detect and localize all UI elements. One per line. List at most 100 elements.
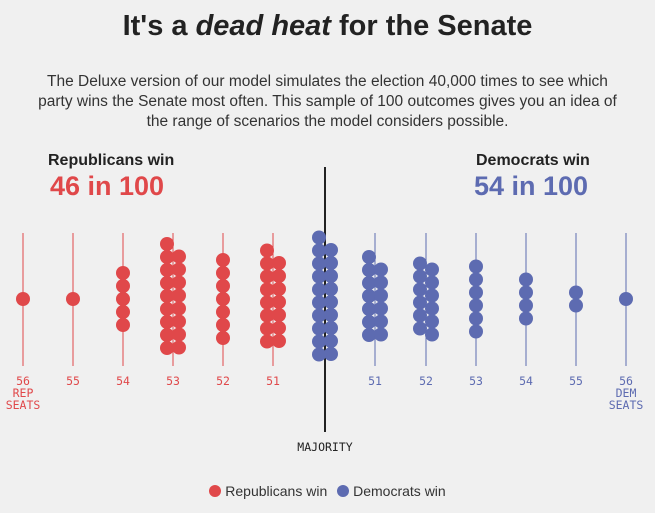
seat-label: 54 [116, 374, 130, 388]
outcome-dot [216, 305, 230, 319]
seat-label: 56 [619, 374, 633, 388]
outcome-dot [160, 237, 174, 251]
seat-sublabel: REP [13, 386, 34, 400]
outcome-dot [216, 318, 230, 332]
outcome-dot [116, 305, 130, 319]
outcome-dot [16, 292, 30, 306]
title-emphasis: dead heat [195, 10, 331, 42]
seat-label: 52 [419, 374, 433, 388]
legend-label-dem: Democrats win [353, 483, 446, 499]
dot-column-rep-52 [216, 253, 230, 345]
outcome-dot [324, 347, 338, 361]
outcome-dot [116, 292, 130, 306]
seat-label: 51 [368, 374, 382, 388]
outcome-dot [362, 250, 376, 264]
outcome-dot [374, 301, 388, 316]
outcome-dot [519, 272, 533, 287]
dot-column-rep-56 [16, 292, 30, 306]
outcome-dot [469, 324, 483, 339]
dot-column-rep-51 [260, 243, 286, 349]
outcome-dot [469, 298, 483, 313]
outcome-dot [216, 279, 230, 293]
outcome-dot [160, 276, 174, 290]
seat-label: 56 [16, 374, 30, 388]
outcome-dot [425, 327, 439, 342]
outcome-dot [362, 276, 376, 290]
outcome-dot [216, 266, 230, 280]
outcome-dot [260, 282, 274, 297]
outcome-dot [324, 243, 338, 257]
outcome-dot [324, 256, 338, 270]
outcome-dot [425, 288, 439, 303]
outcome-dot [413, 269, 427, 284]
seat-label: 53 [166, 374, 180, 388]
chart-subtitle: The Deluxe version of our model simulate… [38, 73, 617, 130]
outcome-dot [324, 295, 338, 309]
outcome-dot [160, 341, 174, 355]
majority-label: MAJORITY [297, 440, 352, 454]
outcome-dot [312, 347, 326, 362]
outcome-dot [272, 295, 286, 309]
outcome-dot [260, 269, 274, 284]
seat-label: 55 [569, 374, 583, 388]
outcome-dot [172, 262, 186, 277]
outcome-dot [425, 301, 439, 316]
outcome-dot [312, 230, 326, 245]
outcome-dot [172, 275, 186, 290]
seat-sublabel: SEATS [609, 398, 644, 412]
legend-label-rep: Republicans win [225, 483, 328, 499]
outcome-dot [425, 314, 439, 329]
outcome-dot [569, 285, 583, 300]
outcome-dot [272, 282, 286, 296]
rep-win-label: Republicans win [48, 152, 175, 169]
dot-column-rep-55 [66, 292, 80, 306]
dem-win-value: 54 in 100 [474, 171, 589, 201]
outcome-dot [324, 269, 338, 283]
outcome-dot [469, 285, 483, 300]
outcome-dot [66, 292, 80, 306]
outcome-dot [272, 321, 286, 335]
outcome-dot [160, 315, 174, 329]
outcome-dot [312, 308, 326, 323]
outcome-dot [172, 327, 186, 342]
outcome-dot [413, 256, 427, 271]
outcome-dot [260, 295, 274, 310]
title-suffix: for the Senate [330, 10, 533, 42]
outcome-dot [216, 292, 230, 306]
outcome-dot [469, 272, 483, 287]
dot-column-rep-54 [116, 266, 130, 332]
outcome-dot [324, 334, 338, 348]
dot-column-dem-52 [413, 256, 439, 342]
outcome-dot [172, 340, 186, 355]
outcome-dot [312, 321, 326, 336]
outcome-dot [362, 315, 376, 329]
outcome-dot [619, 292, 633, 306]
seat-label: 53 [469, 374, 483, 388]
outcome-dot [172, 249, 186, 264]
outcome-dot [272, 269, 286, 283]
outcome-dot [272, 308, 286, 322]
outcome-dot [272, 334, 286, 348]
outcome-dot [260, 334, 274, 349]
outcome-dot [374, 275, 388, 290]
outcome-dot [374, 327, 388, 342]
outcome-dot [160, 263, 174, 277]
outcome-dot [469, 259, 483, 274]
outcome-dot [413, 321, 427, 336]
dot-column-dem-55 [569, 285, 583, 313]
outcome-dot [324, 308, 338, 322]
outcome-dot [425, 275, 439, 290]
outcome-dot [469, 311, 483, 326]
outcome-dot [312, 282, 326, 297]
outcome-dot [362, 302, 376, 316]
outcome-dot [519, 311, 533, 326]
outcome-dot [116, 279, 130, 293]
title-prefix: It's a [122, 10, 196, 42]
outcome-dot [312, 243, 326, 258]
outcome-dot [324, 321, 338, 335]
outcome-dot [519, 298, 533, 313]
outcome-dot [260, 308, 274, 323]
dem-win-label: Democrats win [476, 152, 590, 169]
outcome-dot [569, 298, 583, 313]
